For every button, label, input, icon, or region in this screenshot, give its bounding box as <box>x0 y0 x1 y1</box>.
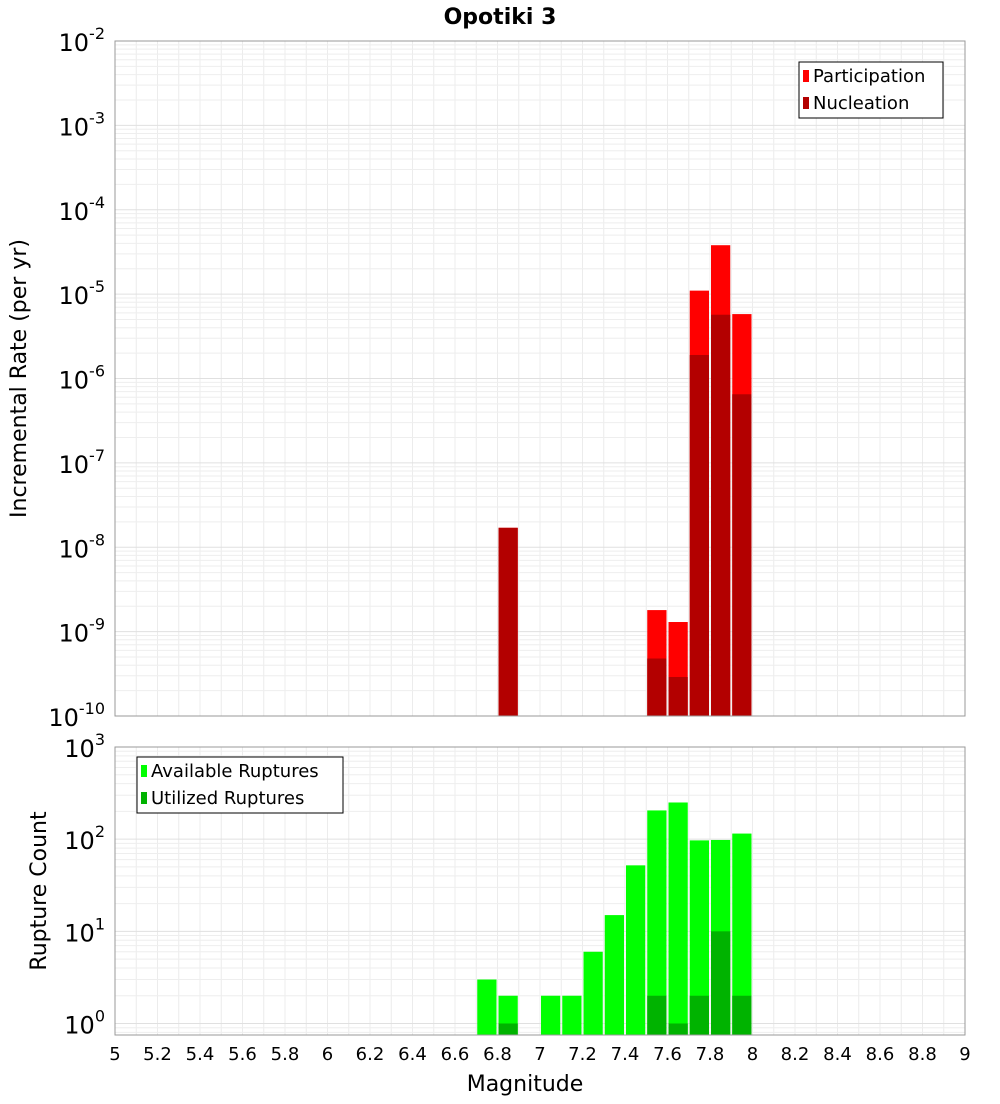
bar-available-ruptures <box>541 995 561 1035</box>
x-tick-label: 5.8 <box>271 1044 300 1065</box>
x-tick-label: 8.4 <box>823 1044 852 1065</box>
legend-swatch <box>803 70 809 82</box>
panel-count: 103 102 101 100 Rupture Count 5 5.2 5.4 5.6 5.8 6 6… <box>27 730 971 1097</box>
chart-title: Opotiki 3 <box>444 5 557 30</box>
x-tick-label: 6 <box>322 1044 333 1065</box>
plot-border <box>114 746 966 1036</box>
x-tick-label: 7.8 <box>696 1044 725 1065</box>
bar-utilized-ruptures <box>498 1023 518 1035</box>
bar-utilized-ruptures <box>647 995 667 1035</box>
legend-swatch <box>141 792 147 804</box>
x-tick-label: 6.4 <box>398 1044 427 1065</box>
x-axis-label: Magnitude <box>467 1072 584 1097</box>
bar-utilized-ruptures <box>689 995 709 1035</box>
bar-available-ruptures <box>732 833 752 1035</box>
x-tick-label: 5 <box>109 1044 120 1065</box>
bar-utilized-ruptures <box>668 1023 688 1035</box>
legend-label: Nucleation <box>813 93 909 114</box>
bar-available-ruptures <box>689 840 709 1035</box>
legend-box <box>136 756 344 814</box>
bar-nucleation <box>732 394 752 716</box>
bar-available-ruptures <box>604 915 624 1035</box>
x-tick-label: 7 <box>534 1044 545 1065</box>
x-tick-label: 8.6 <box>866 1044 895 1065</box>
y-tick-label: 10-5 <box>59 277 106 310</box>
bar-nucleation <box>689 354 709 716</box>
x-tick-label: 7.6 <box>653 1044 682 1065</box>
bar-available-ruptures <box>647 810 667 1035</box>
y-tick-label: 10-2 <box>59 24 106 57</box>
legend-box <box>798 61 944 119</box>
x-tick-label: 8 <box>747 1044 758 1065</box>
legend: Participation Nucleation <box>798 61 944 119</box>
y-tick-label: 10-7 <box>59 446 106 479</box>
x-tick-label: 8.8 <box>908 1044 937 1065</box>
x-tick-label: 6.8 <box>483 1044 512 1065</box>
y-tick-label: 101 <box>64 914 105 947</box>
legend: Available Ruptures Utilized Ruptures <box>136 756 344 814</box>
bar-available-ruptures <box>562 995 582 1035</box>
bar-nucleation <box>711 314 731 716</box>
y-tick-label: 10-9 <box>59 615 106 648</box>
legend-swatch <box>141 765 147 777</box>
x-tick-label: 5.6 <box>228 1044 257 1065</box>
legend-label: Utilized Ruptures <box>151 788 304 809</box>
panel-rate: 10-2 10-3 10-4 10-5 10-6 10-7 10-8 10-9 10-10 Inc… <box>7 5 966 732</box>
bar-available-ruptures <box>668 802 688 1035</box>
x-tick-label: 7.2 <box>568 1044 597 1065</box>
y-tick-label: 100 <box>64 1006 105 1039</box>
bar-nucleation <box>498 527 518 716</box>
y-tick-label: 102 <box>64 822 105 855</box>
bar-available-ruptures <box>626 865 646 1035</box>
y-tick-label: 10-3 <box>59 108 106 141</box>
legend-label: Participation <box>813 66 925 87</box>
y-tick-label: 10-8 <box>59 530 106 563</box>
y-axis-label: Incremental Rate (per yr) <box>7 239 32 518</box>
x-tick-label: 8.2 <box>781 1044 810 1065</box>
y-axis-label: Rupture Count <box>27 811 52 971</box>
x-tick-label: 5.2 <box>143 1044 172 1065</box>
y-tick-label: 103 <box>64 730 105 763</box>
bar-available-ruptures <box>477 979 497 1035</box>
bar-nucleation <box>668 676 688 716</box>
bar-nucleation <box>647 658 667 716</box>
x-tick-label: 5.4 <box>186 1044 215 1065</box>
y-tick-label: 10-4 <box>59 193 106 226</box>
x-tick-label: 7.4 <box>611 1044 640 1065</box>
legend-swatch <box>803 97 809 109</box>
y-tick-label: 10-6 <box>59 362 106 395</box>
x-tick-label: 6.6 <box>441 1044 470 1065</box>
plot-border <box>114 40 966 717</box>
bar-utilized-ruptures <box>711 931 731 1035</box>
legend-label: Available Ruptures <box>151 761 319 782</box>
x-tick-label: 9 <box>959 1044 970 1065</box>
bar-utilized-ruptures <box>732 995 752 1035</box>
x-tick-label: 6.2 <box>356 1044 385 1065</box>
bar-available-ruptures <box>583 951 603 1035</box>
y-tick-label: 10-10 <box>48 699 105 732</box>
